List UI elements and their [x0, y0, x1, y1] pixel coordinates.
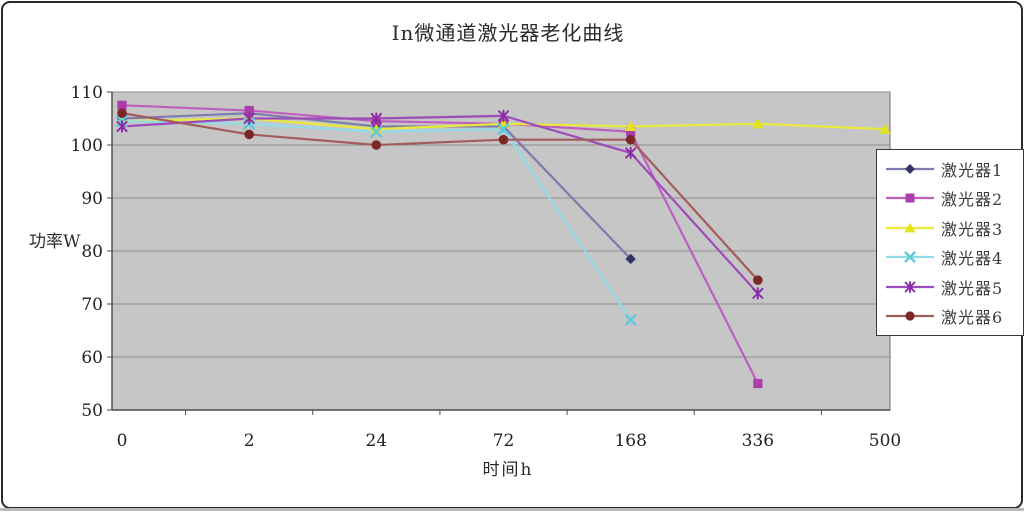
ytick-label-90: 90 [81, 189, 103, 209]
x-axis-title: 时间h [482, 460, 534, 480]
marker-diamond [625, 253, 636, 265]
marker-x [370, 125, 383, 138]
legend-label: 激光器4 [941, 249, 1004, 269]
ytick-label-60: 60 [81, 348, 103, 368]
marker-asterisk [370, 112, 382, 125]
legend-item-激光器1: 激光器1 [885, 155, 1023, 183]
marker-x [497, 123, 510, 135]
marker-circle [753, 275, 763, 285]
legend-item-激光器3: 激光器3 [885, 214, 1023, 242]
xtick-label-24: 24 [366, 431, 388, 451]
marker-square [753, 378, 763, 389]
ytick-label-110: 110 [71, 83, 103, 103]
legend-label: 激光器1 [941, 160, 1004, 180]
marker-square [244, 105, 254, 116]
chart-title: In微通道激光器老化曲线 [391, 21, 625, 45]
marker-asterisk [243, 112, 255, 125]
series-line-激光器2 [121, 104, 759, 384]
xtick-label-500: 500 [869, 431, 901, 451]
xtick-label-0: 0 [117, 431, 128, 451]
marker-asterisk [116, 120, 128, 133]
xtick-label-168: 168 [614, 431, 646, 451]
ytick-label-50: 50 [81, 401, 103, 421]
legend-item-激光器5: 激光器5 [885, 273, 1023, 301]
xtick-label-72: 72 [493, 431, 515, 451]
ytick-label-80: 80 [81, 242, 103, 262]
marker-triangle [370, 123, 383, 134]
legend-marker-square-icon [886, 193, 934, 203]
ytick-label-70: 70 [81, 295, 103, 315]
legend-marker-diamond-icon [886, 163, 934, 174]
legend: 激光器1 激光器2 激光器3 激光器4 激光器5 激光器6 [876, 149, 1024, 336]
legend-marker-x-icon [886, 251, 934, 263]
marker-x [624, 314, 637, 326]
marker-triangle [624, 121, 637, 132]
marker-asterisk [497, 109, 510, 122]
marker-circle [244, 129, 254, 140]
legend-label: 激光器2 [941, 190, 1004, 210]
marker-square [117, 100, 127, 110]
marker-circle [371, 140, 382, 150]
series-line-激光器6 [121, 112, 759, 281]
xtick-label-2: 2 [244, 431, 255, 451]
marker-circle [117, 108, 127, 118]
marker-circle [498, 134, 509, 145]
marker-triangle [752, 118, 764, 129]
legend-item-激光器6: 激光器6 [885, 302, 1023, 330]
legend-item-激光器4: 激光器4 [885, 243, 1023, 271]
marker-asterisk [625, 146, 637, 160]
legend-label: 激光器3 [941, 219, 1004, 239]
legend-item-激光器2: 激光器2 [885, 184, 1023, 212]
marker-square [626, 127, 636, 137]
marker-asterisk [752, 287, 764, 300]
legend-label: 激光器5 [941, 278, 1004, 298]
series-line-激光器5 [121, 114, 759, 295]
ytick-label-100: 100 [71, 136, 103, 156]
y-axis-title: 功率W [29, 232, 81, 252]
xtick-label-336: 336 [742, 431, 774, 451]
window-bottom-edge [0, 508, 1024, 511]
legend-marker-triangle-icon [886, 222, 934, 233]
legend-marker-asterisk-icon [886, 280, 934, 293]
marker-triangle [879, 123, 891, 134]
marker-circle [625, 134, 636, 145]
legend-marker-circle-icon [886, 311, 934, 321]
legend-label: 激光器6 [941, 308, 1004, 328]
